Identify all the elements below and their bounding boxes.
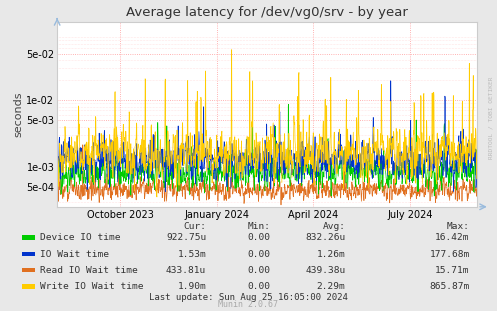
Y-axis label: seconds: seconds xyxy=(13,91,23,137)
Text: 15.71m: 15.71m xyxy=(435,266,470,275)
Text: Munin 2.0.67: Munin 2.0.67 xyxy=(219,299,278,309)
Text: IO Wait time: IO Wait time xyxy=(40,250,109,258)
Text: 0.00: 0.00 xyxy=(248,250,271,258)
Text: Max:: Max: xyxy=(447,222,470,231)
Text: 433.81u: 433.81u xyxy=(166,266,206,275)
Text: 439.38u: 439.38u xyxy=(305,266,345,275)
Title: Average latency for /dev/vg0/srv - by year: Average latency for /dev/vg0/srv - by ye… xyxy=(126,6,408,19)
Text: Cur:: Cur: xyxy=(183,222,206,231)
Text: 0.00: 0.00 xyxy=(248,266,271,275)
Text: RRDTOOL / TOBI OETIKER: RRDTOOL / TOBI OETIKER xyxy=(488,77,493,160)
Text: 16.42m: 16.42m xyxy=(435,234,470,242)
Text: Read IO Wait time: Read IO Wait time xyxy=(40,266,138,275)
Text: 922.75u: 922.75u xyxy=(166,234,206,242)
Text: 1.90m: 1.90m xyxy=(177,282,206,291)
Text: Avg:: Avg: xyxy=(323,222,345,231)
Text: 1.26m: 1.26m xyxy=(317,250,345,258)
Text: 177.68m: 177.68m xyxy=(429,250,470,258)
Text: Min:: Min: xyxy=(248,222,271,231)
Text: 0.00: 0.00 xyxy=(248,282,271,291)
Text: 865.87m: 865.87m xyxy=(429,282,470,291)
Text: 0.00: 0.00 xyxy=(248,234,271,242)
Text: Last update: Sun Aug 25 16:05:00 2024: Last update: Sun Aug 25 16:05:00 2024 xyxy=(149,294,348,302)
Text: 1.53m: 1.53m xyxy=(177,250,206,258)
Text: Write IO Wait time: Write IO Wait time xyxy=(40,282,143,291)
Text: 2.29m: 2.29m xyxy=(317,282,345,291)
Text: 832.26u: 832.26u xyxy=(305,234,345,242)
Text: Device IO time: Device IO time xyxy=(40,234,120,242)
